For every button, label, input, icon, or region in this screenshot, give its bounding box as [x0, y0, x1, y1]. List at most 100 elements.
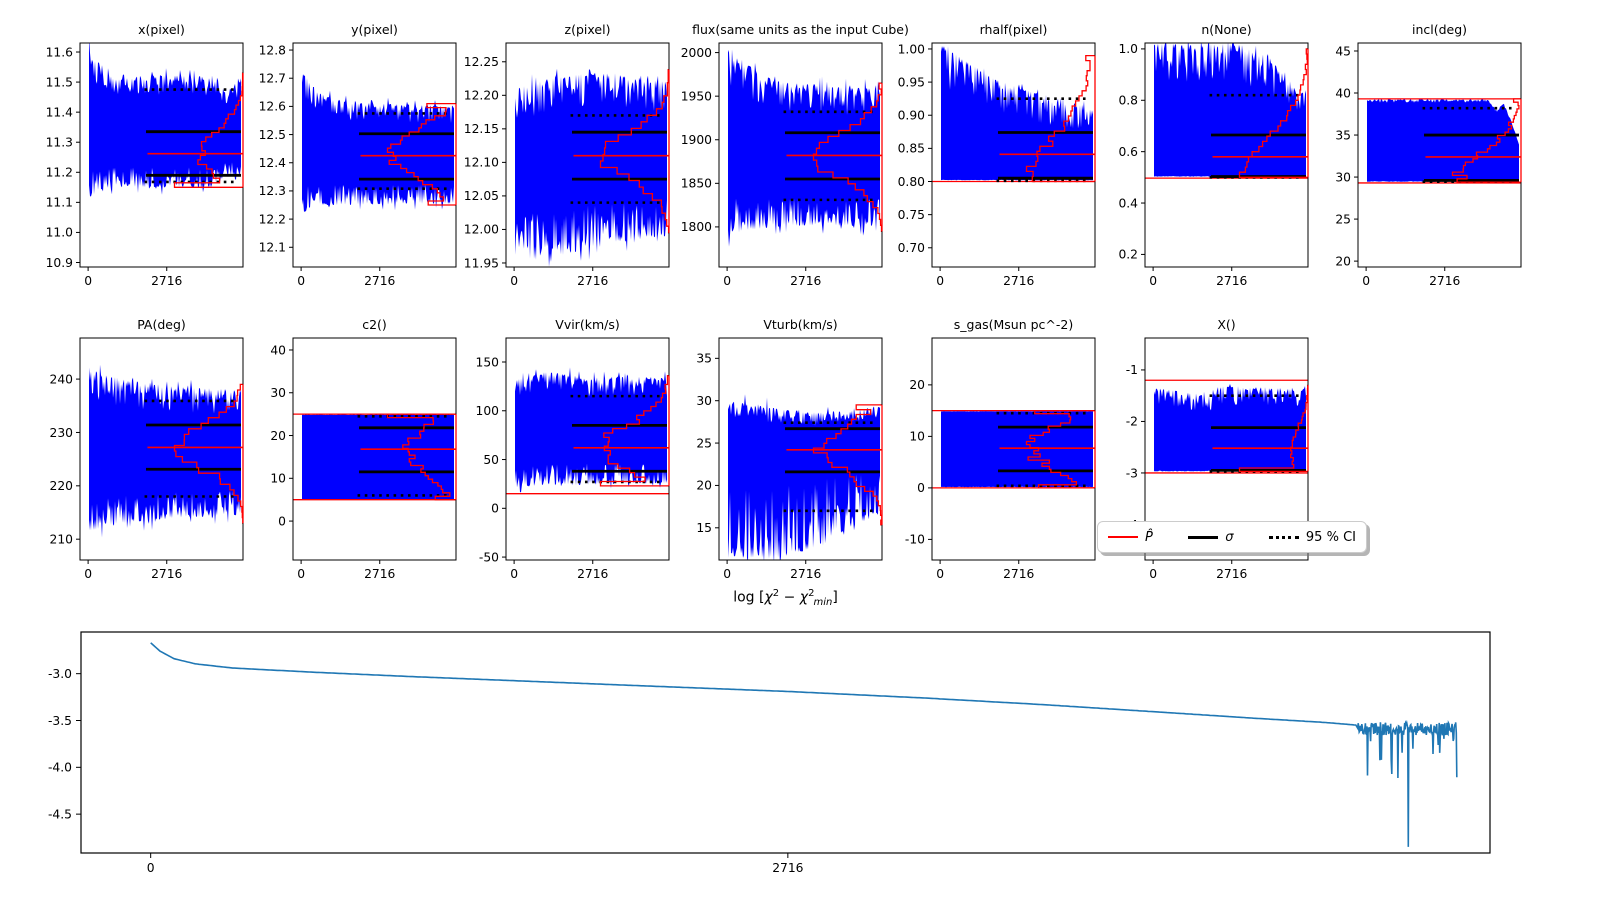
svg-text:30: 30 — [1335, 170, 1351, 184]
subplot-vturb-kms: 15 20 25 30 35 0 2716 Vturb(km/s) — [696, 317, 883, 581]
subplot-n-none: 0.2 0.4 0.6 0.8 1.0 0 2716 n(None) — [1118, 22, 1309, 288]
svg-text:2716: 2716 — [1003, 274, 1034, 288]
x-axis-ticks: 0 2716 — [297, 267, 396, 288]
svg-text:12.3: 12.3 — [259, 184, 286, 198]
x-axis-ticks: 0 2716 — [1149, 560, 1248, 581]
subplot-title-n-none: n(None) — [1201, 22, 1251, 37]
svg-text:11.1: 11.1 — [46, 196, 73, 210]
x-axis-ticks: 0 2716 — [510, 267, 609, 288]
svg-text:-4.0: -4.0 — [48, 761, 72, 775]
trace-pa-deg — [89, 364, 241, 538]
dotted-line-swatch-icon — [1268, 535, 1299, 539]
y-axis-ticks: 0.2 0.4 0.6 0.8 1.0 — [1118, 42, 1145, 262]
subplot-title-x-pixel: x(pixel) — [138, 22, 185, 37]
svg-text:2716: 2716 — [151, 567, 182, 581]
subplot-x-param: -1-2-3-402716X() — [1126, 317, 1309, 581]
trace-z-pixel — [515, 68, 667, 267]
posterior-hist-vvir-kms — [599, 375, 669, 487]
subplot-x-pixel: 10.9 11.0 11.1 11.2 11.3 11.4 11.5 11.6 0 2716 x(p… — [46, 22, 244, 288]
svg-text:2716: 2716 — [1429, 274, 1460, 288]
chi2-border — [80, 631, 1491, 854]
svg-text:0.80: 0.80 — [898, 175, 925, 189]
legend-label-ci: 95 % CI — [1305, 529, 1356, 545]
svg-text:12.5: 12.5 — [259, 128, 286, 142]
svg-text:45: 45 — [1335, 44, 1351, 58]
subplot-title-x-param: X() — [1217, 317, 1235, 332]
svg-text:2716: 2716 — [772, 861, 803, 875]
svg-text:2716: 2716 — [151, 274, 182, 288]
x-axis-ticks: 0 2716 — [936, 560, 1035, 581]
y-axis-ticks: 0.70 0.75 0.80 0.85 0.90 0.95 1.00 — [898, 42, 932, 255]
svg-text:2716: 2716 — [577, 567, 608, 581]
subplot-flux: 1800 1850 1900 1950 2000 0 2716 flux(same units… — [681, 22, 909, 288]
svg-text:0: 0 — [936, 274, 944, 288]
y-axis-ticks: 15 20 25 30 35 — [696, 352, 719, 535]
svg-text:2716: 2716 — [790, 274, 821, 288]
svg-text:35: 35 — [696, 352, 712, 366]
svg-text:1850: 1850 — [681, 177, 712, 191]
svg-text:100: 100 — [476, 404, 499, 418]
svg-text:12.10: 12.10 — [464, 156, 499, 170]
x-axis-ticks: 0 2716 — [936, 267, 1035, 288]
svg-text:0: 0 — [510, 274, 518, 288]
svg-text:11.0: 11.0 — [46, 226, 73, 240]
svg-text:12.1: 12.1 — [259, 241, 286, 255]
svg-text:0.75: 0.75 — [898, 208, 925, 222]
svg-text:220: 220 — [50, 479, 73, 493]
svg-text:0: 0 — [723, 274, 731, 288]
svg-text:0.4: 0.4 — [1118, 196, 1138, 210]
subplot-title-rhalf-pixel: rhalf(pixel) — [980, 22, 1048, 37]
x-axis-ticks: 0 2716 — [1362, 267, 1461, 288]
svg-text:1.0: 1.0 — [1118, 42, 1138, 56]
svg-text:150: 150 — [476, 355, 499, 369]
red-line-swatch-icon — [1108, 536, 1138, 538]
svg-text:0: 0 — [1149, 274, 1157, 288]
subplot-title-vturb-kms: Vturb(km/s) — [763, 317, 837, 332]
y-axis-ticks: -50 0 50 100 150 — [476, 355, 506, 564]
svg-text:11.6: 11.6 — [46, 45, 74, 59]
svg-text:12.20: 12.20 — [464, 89, 499, 103]
legend-label-sigma: σ — [1225, 529, 1234, 545]
svg-text:0.95: 0.95 — [898, 75, 925, 89]
svg-text:35: 35 — [1335, 128, 1351, 142]
svg-text:12.8: 12.8 — [259, 43, 286, 57]
svg-text:0: 0 — [1149, 567, 1157, 581]
trace-s-gas — [941, 411, 1093, 488]
posterior-hist-y-pixel — [386, 102, 456, 206]
x-axis-ticks: 0 2716 — [723, 267, 822, 288]
svg-text:0: 0 — [510, 567, 518, 581]
trace-x-pixel — [89, 43, 241, 197]
svg-text:-3.0: -3.0 — [48, 667, 72, 681]
svg-text:0.2: 0.2 — [1118, 248, 1138, 262]
subplot-z-pixel: 11.95 12.00 12.05 12.10 12.15 12.20 12.25 0 2716… — [464, 22, 670, 288]
subplot-y-pixel: 12.1 12.2 12.3 12.4 12.5 12.6 12.7 12.8 0 2716 y(p… — [259, 22, 457, 288]
svg-text:40: 40 — [1335, 86, 1351, 100]
svg-text:12.25: 12.25 — [464, 55, 499, 69]
svg-text:2000: 2000 — [681, 46, 712, 60]
svg-text:12.05: 12.05 — [464, 189, 499, 203]
svg-text:-3: -3 — [1126, 466, 1138, 480]
legend-item-pdf: P̂ — [1108, 530, 1153, 545]
trace-n-none — [1154, 43, 1306, 177]
svg-text:0: 0 — [84, 274, 92, 288]
y-axis-ticks: 11.95 12.00 12.05 12.10 12.15 12.20 12.25 — [464, 55, 506, 270]
svg-text:0.70: 0.70 — [898, 241, 925, 255]
posterior-hist-x-pixel — [173, 72, 243, 188]
svg-text:0.8: 0.8 — [1118, 94, 1138, 108]
svg-text:11.5: 11.5 — [46, 75, 73, 89]
svg-text:40: 40 — [270, 343, 286, 357]
posterior-hist-c2 — [386, 413, 456, 501]
svg-text:0: 0 — [917, 481, 925, 495]
subplot-pa-deg: 210 220 230 240 0 2716 PA(deg) — [50, 317, 244, 581]
svg-text:30: 30 — [270, 386, 286, 400]
posterior-hist-flux — [812, 82, 882, 232]
svg-text:11.2: 11.2 — [46, 166, 73, 180]
svg-text:0: 0 — [936, 567, 944, 581]
svg-text:2716: 2716 — [1216, 274, 1247, 288]
chi2-panel: -3.0 -3.5 -4.0 -4.5 0 2716 — [48, 631, 1491, 875]
svg-text:20: 20 — [270, 429, 286, 443]
legend: P̂ σ 95 % CI — [1097, 521, 1367, 553]
y-axis-ticks: 10.9 11.0 11.1 11.2 11.3 11.4 11.5 11.6 — [46, 45, 80, 270]
svg-text:12.2: 12.2 — [259, 212, 286, 226]
